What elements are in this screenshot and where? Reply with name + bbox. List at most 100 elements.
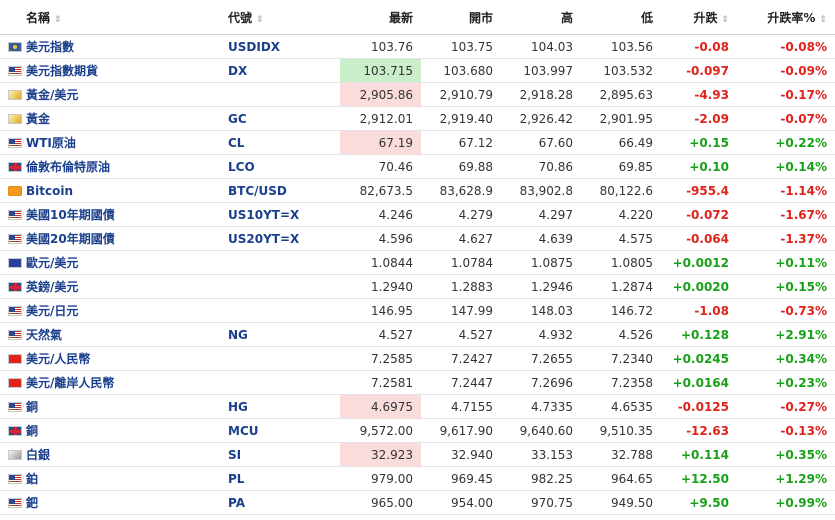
- instrument-name-link[interactable]: 銅: [26, 424, 39, 438]
- symbol-cell[interactable]: PA: [220, 490, 340, 515]
- symbol-link[interactable]: PL: [228, 471, 245, 486]
- table-row[interactable]: 美國20年期國債 US20YT=X 4.596 4.627 4.639 4.57…: [0, 226, 835, 251]
- symbol-cell[interactable]: [220, 250, 340, 275]
- change-column-header[interactable]: 升跌 ⇕: [661, 0, 737, 35]
- instrument-name-link[interactable]: 倫敦布倫特原油: [26, 160, 111, 174]
- instrument-name-cell[interactable]: 美國10年期國債: [26, 202, 220, 227]
- symbol-cell[interactable]: HG: [220, 394, 340, 419]
- instrument-name-link[interactable]: 英鎊/美元: [26, 280, 79, 294]
- table-row[interactable]: 銅 HG 4.6975 4.7155 4.7335 4.6535 -0.0125…: [0, 394, 835, 419]
- symbol-link[interactable]: PA: [228, 495, 245, 510]
- symbol-cell[interactable]: MCU: [220, 418, 340, 443]
- symbol-link[interactable]: CL: [228, 135, 245, 150]
- instrument-name-link[interactable]: 美國10年期國債: [26, 208, 115, 222]
- sort-icon[interactable]: ⇕: [819, 14, 827, 25]
- symbol-cell[interactable]: USDIDX: [220, 34, 340, 59]
- symbol-link[interactable]: SI: [228, 447, 242, 462]
- symbol-cell[interactable]: NG: [220, 322, 340, 347]
- symbol-link[interactable]: USDIDX: [228, 39, 281, 54]
- instrument-name-link[interactable]: 黃金: [26, 112, 51, 126]
- pct-change-column-header[interactable]: 升跌率% ⇕: [737, 0, 835, 35]
- sort-icon[interactable]: ⇕: [54, 14, 62, 25]
- table-row[interactable]: 美元/離岸人民幣 7.2581 7.2447 7.2696 7.2358 +0.…: [0, 370, 835, 395]
- symbol-cell[interactable]: [220, 274, 340, 299]
- instrument-name-cell[interactable]: 天然氣: [26, 322, 220, 347]
- table-row[interactable]: Bitcoin BTC/USD 82,673.5 83,628.9 83,902…: [0, 178, 835, 203]
- instrument-name-cell[interactable]: 銅: [26, 418, 220, 443]
- symbol-cell[interactable]: [220, 82, 340, 107]
- symbol-cell[interactable]: US10YT=X: [220, 202, 340, 227]
- instrument-name-link[interactable]: 歐元/美元: [26, 256, 79, 270]
- instrument-name-link[interactable]: Bitcoin: [26, 183, 74, 198]
- instrument-name-link[interactable]: 美元指數期貨: [26, 64, 99, 78]
- table-row[interactable]: 英鎊/美元 1.2940 1.2883 1.2946 1.2874 +0.002…: [0, 274, 835, 299]
- instrument-name-cell[interactable]: 美元/人民幣: [26, 346, 220, 371]
- instrument-name-link[interactable]: 鈀: [26, 496, 39, 510]
- symbol-link[interactable]: HG: [228, 399, 248, 414]
- table-row[interactable]: 鉑 PL 979.00 969.45 982.25 964.65 +12.50 …: [0, 466, 835, 491]
- instrument-name-cell[interactable]: 美國20年期國債: [26, 226, 220, 251]
- instrument-name-cell[interactable]: 鉑: [26, 466, 220, 491]
- symbol-cell[interactable]: US20YT=X: [220, 226, 340, 251]
- instrument-name-cell[interactable]: 鈀: [26, 490, 220, 515]
- symbol-cell[interactable]: LCO: [220, 154, 340, 179]
- instrument-name-link[interactable]: 鉑: [26, 472, 39, 486]
- table-row[interactable]: 黃金/美元 2,905.86 2,910.79 2,918.28 2,895.6…: [0, 82, 835, 107]
- instrument-name-link[interactable]: 美國20年期國債: [26, 232, 115, 246]
- symbol-link[interactable]: DX: [228, 63, 248, 78]
- symbol-link[interactable]: US10YT=X: [228, 207, 300, 222]
- low-column-header[interactable]: 低: [581, 0, 661, 35]
- name-column-header[interactable]: 名稱 ⇕: [26, 0, 220, 35]
- table-row[interactable]: 美國10年期國債 US10YT=X 4.246 4.279 4.297 4.22…: [0, 202, 835, 227]
- table-row[interactable]: 鈀 PA 965.00 954.00 970.75 949.50 +9.50 +…: [0, 490, 835, 515]
- instrument-name-cell[interactable]: 銅: [26, 394, 220, 419]
- sort-icon[interactable]: ⇕: [721, 14, 729, 25]
- symbol-link[interactable]: US20YT=X: [228, 231, 300, 246]
- symbol-column-header[interactable]: 代號 ⇕: [220, 0, 340, 35]
- table-row[interactable]: 倫敦布倫特原油 LCO 70.46 69.88 70.86 69.85 +0.1…: [0, 154, 835, 179]
- table-row[interactable]: 美元/人民幣 7.2585 7.2427 7.2655 7.2340 +0.02…: [0, 346, 835, 371]
- instrument-name-cell[interactable]: 倫敦布倫特原油: [26, 154, 220, 179]
- symbol-cell[interactable]: GC: [220, 106, 340, 131]
- high-column-header[interactable]: 高: [501, 0, 581, 35]
- instrument-name-link[interactable]: 銅: [26, 400, 39, 414]
- table-row[interactable]: 黃金 GC 2,912.01 2,919.40 2,926.42 2,901.9…: [0, 106, 835, 131]
- instrument-name-cell[interactable]: 白銀: [26, 442, 220, 467]
- instrument-name-link[interactable]: 黃金/美元: [26, 88, 79, 102]
- instrument-name-cell[interactable]: 美元/日元: [26, 298, 220, 323]
- instrument-name-link[interactable]: 美元/人民幣: [26, 352, 91, 366]
- table-row[interactable]: 美元指數期貨 DX 103.715 103.680 103.997 103.53…: [0, 58, 835, 83]
- symbol-link[interactable]: MCU: [228, 423, 259, 438]
- instrument-name-cell[interactable]: 美元指數: [26, 34, 220, 59]
- symbol-link[interactable]: LCO: [228, 159, 255, 174]
- symbol-link[interactable]: NG: [228, 327, 248, 342]
- instrument-name-cell[interactable]: 黃金/美元: [26, 82, 220, 107]
- symbol-cell[interactable]: [220, 370, 340, 395]
- instrument-name-link[interactable]: 美元/日元: [26, 304, 79, 318]
- symbol-cell[interactable]: [220, 298, 340, 323]
- instrument-name-cell[interactable]: 英鎊/美元: [26, 274, 220, 299]
- table-row[interactable]: WTI原油 CL 67.19 67.12 67.60 66.49 +0.15 +…: [0, 130, 835, 155]
- table-row[interactable]: 白銀 SI 32.923 32.940 33.153 32.788 +0.114…: [0, 442, 835, 467]
- instrument-name-link[interactable]: 天然氣: [26, 328, 63, 342]
- instrument-name-cell[interactable]: WTI原油: [26, 130, 220, 155]
- instrument-name-cell[interactable]: Bitcoin: [26, 178, 220, 203]
- instrument-name-cell[interactable]: 黃金: [26, 106, 220, 131]
- symbol-link[interactable]: BTC/USD: [228, 183, 287, 198]
- instrument-name-cell[interactable]: 歐元/美元: [26, 250, 220, 275]
- instrument-name-cell[interactable]: 美元/離岸人民幣: [26, 370, 220, 395]
- open-column-header[interactable]: 開市: [421, 0, 501, 35]
- table-row[interactable]: 銅 MCU 9,572.00 9,617.90 9,640.60 9,510.3…: [0, 418, 835, 443]
- instrument-name-link[interactable]: 美元指數: [26, 40, 75, 54]
- table-row[interactable]: 歐元/美元 1.0844 1.0784 1.0875 1.0805 +0.001…: [0, 250, 835, 275]
- symbol-cell[interactable]: [220, 346, 340, 371]
- symbol-cell[interactable]: DX: [220, 58, 340, 83]
- instrument-name-link[interactable]: 美元/離岸人民幣: [26, 376, 115, 390]
- symbol-cell[interactable]: BTC/USD: [220, 178, 340, 203]
- table-row[interactable]: 美元/日元 146.95 147.99 148.03 146.72 -1.08 …: [0, 298, 835, 323]
- symbol-link[interactable]: GC: [228, 111, 247, 126]
- instrument-name-link[interactable]: WTI原油: [26, 136, 76, 150]
- instrument-name-link[interactable]: 白銀: [26, 448, 51, 462]
- last-column-header[interactable]: 最新: [340, 0, 421, 35]
- sort-icon[interactable]: ⇕: [256, 14, 264, 25]
